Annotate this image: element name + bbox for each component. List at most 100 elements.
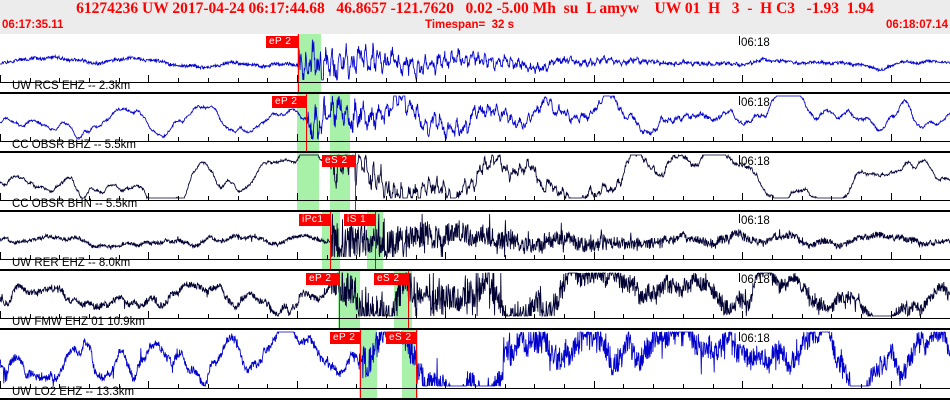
waveform-trace <box>0 213 950 258</box>
axis-tick <box>772 137 773 141</box>
trace-panel[interactable]: eP 2 UW RCS EHZ -- 2.3km 06:18 eP 2 CC OBSR … <box>0 34 950 400</box>
minute-time-label: 06:18 <box>741 274 770 286</box>
axis-tick <box>119 255 120 259</box>
trace-row[interactable]: eP 2 UW RCS EHZ -- 2.3km 06:18 <box>0 34 950 94</box>
axis-tick <box>267 255 268 259</box>
axis-tick <box>327 78 328 82</box>
axis-tick <box>416 137 417 141</box>
waveform-trace <box>0 95 950 141</box>
axis-tick <box>267 78 268 82</box>
pick-phase-label[interactable]: eP 2 <box>330 332 360 344</box>
axis-tick <box>297 252 298 259</box>
station-channel-label: CC OBSR BHN -- 5.5km <box>12 198 138 210</box>
axis-tick <box>445 134 446 141</box>
axis-tick <box>238 78 239 82</box>
axis-tick <box>416 196 417 200</box>
axis-tick <box>683 137 684 141</box>
axis-tick <box>742 252 743 259</box>
pick-marker-line[interactable] <box>355 153 356 210</box>
axis-tick <box>208 137 209 141</box>
axis-tick <box>59 314 60 318</box>
axis-tick <box>178 255 179 259</box>
axis-tick <box>623 137 624 141</box>
minute-tick <box>739 332 740 341</box>
axis-tick <box>89 255 90 259</box>
pick-phase-label[interactable]: iS 1 <box>344 214 375 226</box>
axis-tick <box>534 196 535 200</box>
axis-tick <box>564 78 565 82</box>
axis-tick <box>594 75 595 82</box>
axis-tick <box>0 252 1 259</box>
time-axis-line <box>0 200 950 201</box>
axis-tick <box>920 314 921 318</box>
axis-tick <box>564 196 565 200</box>
axis-tick <box>594 193 595 200</box>
axis-tick <box>119 78 120 82</box>
axis-tick <box>0 193 1 200</box>
axis-tick <box>30 196 31 200</box>
axis-tick <box>802 78 803 82</box>
pick-phase-label[interactable]: eS 2 <box>374 273 408 285</box>
minute-tick <box>739 214 740 223</box>
pick-marker-line[interactable] <box>339 271 340 328</box>
axis-tick <box>327 137 328 141</box>
axis-tick <box>683 255 684 259</box>
trace-row[interactable]: eP 2 eS 2 UW LO2 EHZ -- 13.3km 06:18 <box>0 330 950 400</box>
trace-row[interactable]: eP 2 CC OBSR BHZ -- 5.5km 06:18 <box>0 94 950 153</box>
axis-tick <box>89 196 90 200</box>
pick-window-band <box>297 153 319 210</box>
pick-marker-line[interactable] <box>375 212 376 269</box>
pick-marker-line[interactable] <box>408 271 409 328</box>
trace-row[interactable]: iPc1 iS 1 UW RER EHZ -- 8.0km 06:18 <box>0 212 950 271</box>
pick-marker-line[interactable] <box>298 34 299 92</box>
axis-tick <box>505 137 506 141</box>
axis-tick <box>653 255 654 259</box>
trace-row[interactable]: eS 2 CC OBSR BHN -- 5.5km 06:18 <box>0 153 950 212</box>
axis-tick <box>386 196 387 200</box>
time-axis-line <box>0 141 950 142</box>
axis-tick <box>772 78 773 82</box>
axis-tick <box>89 78 90 82</box>
pick-phase-label[interactable]: eP 2 <box>272 96 306 108</box>
pick-phase-label[interactable]: eS 2 <box>386 332 416 344</box>
timespan-label: Timespan= 32 s <box>425 19 514 31</box>
axis-tick <box>920 137 921 141</box>
header-band <box>0 0 950 34</box>
axis-tick <box>920 384 921 388</box>
pick-marker-line[interactable] <box>330 212 331 269</box>
pick-marker-line[interactable] <box>306 94 307 151</box>
waveform-trace <box>0 153 950 200</box>
axis-tick <box>861 255 862 259</box>
row-separator <box>0 210 950 212</box>
pick-marker-line[interactable] <box>360 330 361 398</box>
pick-window-band <box>402 330 418 398</box>
axis-tick <box>713 255 714 259</box>
axis-tick <box>534 78 535 82</box>
axis-tick <box>831 137 832 141</box>
axis-tick <box>148 193 149 200</box>
pick-phase-label[interactable]: eP 2 <box>306 273 339 285</box>
time-axis-line <box>0 388 950 389</box>
axis-tick <box>297 311 298 318</box>
pick-marker-line[interactable] <box>416 330 417 398</box>
axis-tick <box>119 196 120 200</box>
station-channel-label: UW RCS EHZ -- 2.3km <box>12 80 131 92</box>
pick-phase-label[interactable]: iPc1 <box>299 214 330 226</box>
axis-tick <box>534 314 535 318</box>
axis-tick <box>713 196 714 200</box>
axis-tick <box>238 255 239 259</box>
axis-tick <box>891 252 892 259</box>
minute-time-label: 06:18 <box>741 333 770 345</box>
axis-tick <box>208 78 209 82</box>
trace-row[interactable]: eP 2 eS 2 UW FMW EHZ 01 10.9km 06:18 <box>0 271 950 330</box>
axis-tick <box>327 384 328 388</box>
axis-tick <box>416 384 417 388</box>
axis-tick <box>178 196 179 200</box>
axis-tick <box>564 137 565 141</box>
pick-phase-label[interactable]: eP 2 <box>266 36 298 48</box>
time-axis-line <box>0 318 950 319</box>
axis-tick <box>831 78 832 82</box>
pick-phase-label[interactable]: eS 2 <box>322 155 355 167</box>
axis-tick <box>475 314 476 318</box>
axis-tick <box>148 134 149 141</box>
